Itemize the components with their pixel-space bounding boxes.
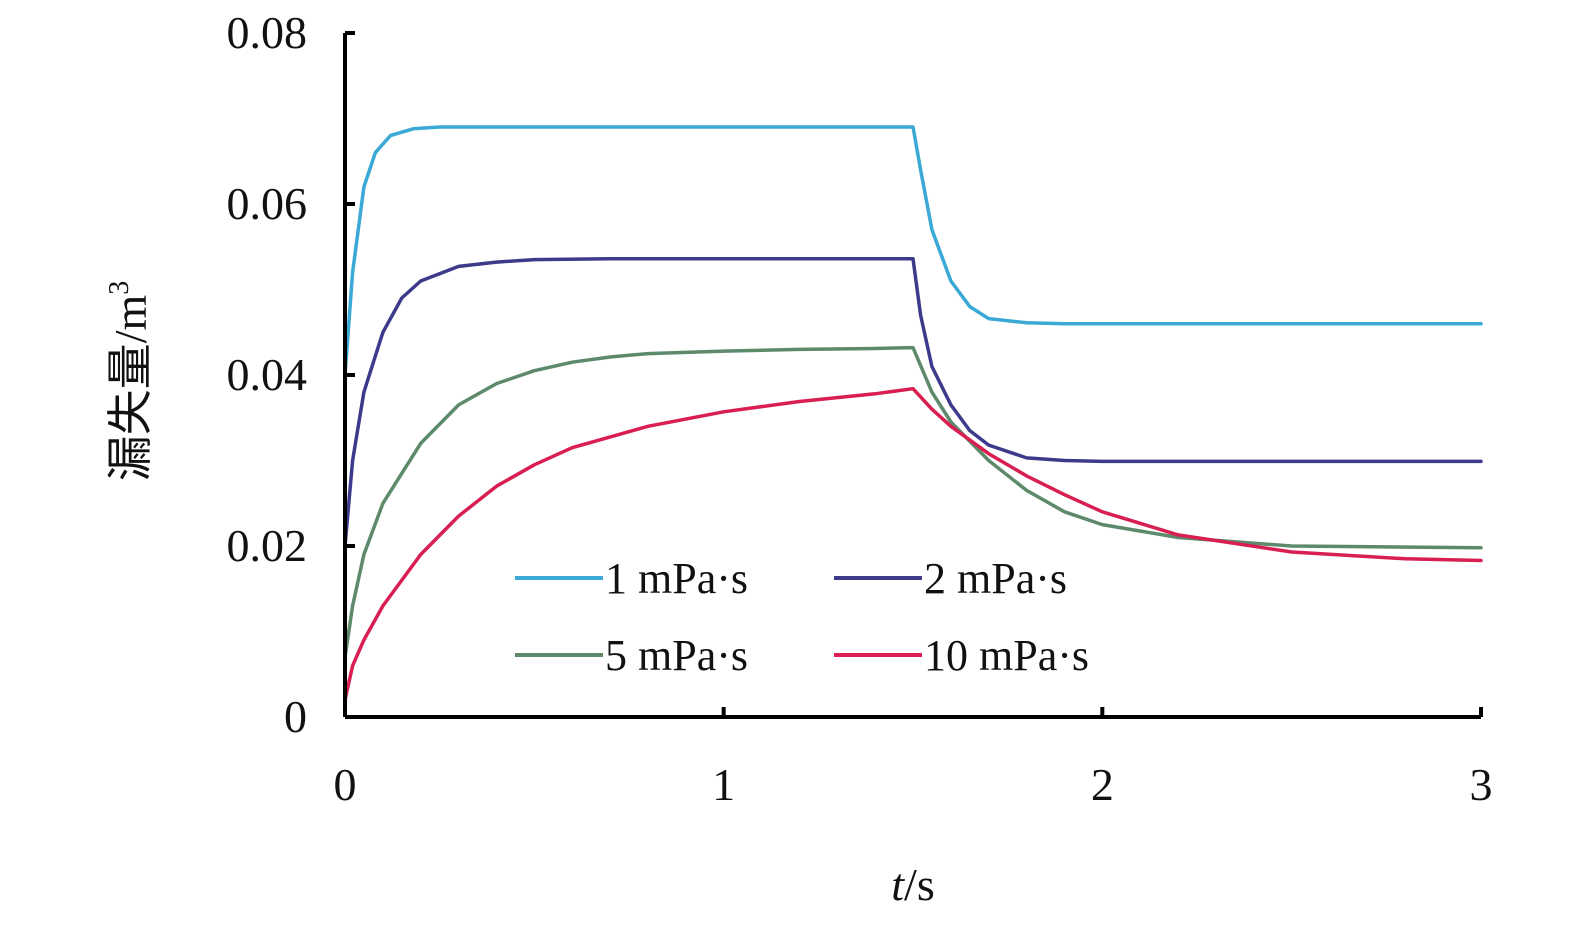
y-tick-label-2: 0.04 (227, 349, 308, 400)
series-line-4 (343, 386, 1483, 702)
y-axis-title-main: 漏失量/m (105, 295, 156, 482)
series-line-1 (343, 125, 1483, 377)
y-tick-label-0: 0 (284, 691, 307, 742)
series-layer (343, 125, 1483, 702)
x-axis-title-variable: t (891, 859, 905, 910)
y-tick-label-1: 0.02 (227, 520, 308, 571)
legend-label-2: 2 mPa·s (924, 554, 1067, 603)
x-tick-label-1: 1 (712, 759, 735, 810)
axes-layer (343, 31, 1483, 719)
series-line-2 (343, 256, 1483, 548)
legend-label-3: 5 mPa·s (605, 631, 748, 680)
y-tick-label-3: 0.06 (227, 178, 308, 229)
x-axis-title-unit: /s (904, 859, 935, 910)
legend: 1 mPa·s 2 mPa·s 5 mPa·s 10 mPa·s (515, 554, 1089, 680)
x-tick-label-2: 2 (1091, 759, 1114, 810)
tick-label-layer: 0 0.02 0.04 0.06 0.08 0 1 2 3 (227, 7, 1493, 810)
x-tick-label-0: 0 (334, 759, 357, 810)
legend-label-4: 10 mPa·s (924, 631, 1089, 680)
y-tick-label-4: 0.08 (227, 7, 308, 58)
y-axis-title-superscript: 3 (104, 281, 135, 295)
legend-label-1: 1 mPa·s (605, 554, 748, 603)
x-axis-title: t/s (891, 859, 934, 910)
x-tick-label-3: 3 (1470, 759, 1493, 810)
y-axis-title: 漏失量/m3 (104, 281, 156, 482)
series-line-3 (343, 345, 1483, 659)
